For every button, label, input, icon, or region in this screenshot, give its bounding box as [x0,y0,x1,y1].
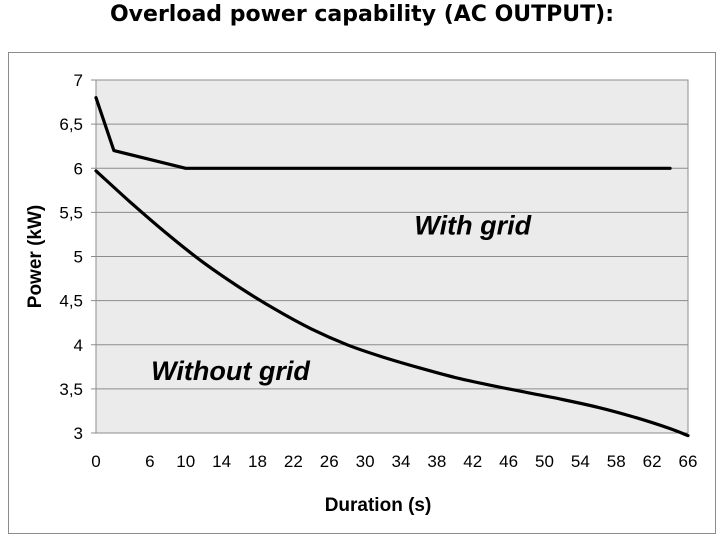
x-tick-label: 26 [320,452,339,471]
x-tick-label: 50 [535,452,554,471]
x-tick-label: 14 [212,452,231,471]
y-tick-label: 3 [74,424,83,443]
x-tick-label: 18 [248,452,267,471]
y-tick-label: 6,5 [59,115,83,134]
x-tick-label: 38 [427,452,446,471]
y-tick-label: 7 [74,71,83,90]
y-axis-label: Power (kW) [25,205,46,308]
x-tick-label: 46 [499,452,518,471]
annotation-without-grid: Without grid [151,356,310,386]
x-tick-label: 42 [463,452,482,471]
y-tick-label: 5,5 [59,203,83,222]
series-line-without-grid [94,169,690,438]
series-lines [94,96,690,438]
x-tick-label: 34 [392,452,411,471]
x-axis-ticks: 0 6 10 14 18 22 26 30 34 38 42 46 50 54 58 62 66 [91,452,697,471]
x-tick-label: 66 [679,452,698,471]
x-tick-label: 58 [607,452,626,471]
x-tick-label: 62 [643,452,662,471]
x-tick-label: 10 [176,452,195,471]
y-axis-ticks: 3 3,5 4 4,5 5 5,5 6 6,5 7 [59,71,83,443]
annotation-with-grid: With grid [414,210,531,240]
x-tick-label: 6 [145,452,154,471]
y-tick-label: 4,5 [59,292,83,311]
x-axis-label: Duration (s) [325,495,432,516]
x-tick-label: 54 [571,452,590,471]
x-tick-label: 22 [284,452,303,471]
chart-title: Overload power capability (AC OUTPUT): [109,2,614,27]
annotations: With grid Without grid [151,210,531,386]
x-tick-label: 30 [356,452,375,471]
x-tick-label: 0 [91,452,100,471]
y-tick-label: 6 [74,159,83,178]
series-line-with-grid [94,96,672,170]
y-tick-label: 4 [74,336,83,355]
y-tick-label: 3,5 [59,380,83,399]
y-tick-label: 5 [74,248,83,267]
